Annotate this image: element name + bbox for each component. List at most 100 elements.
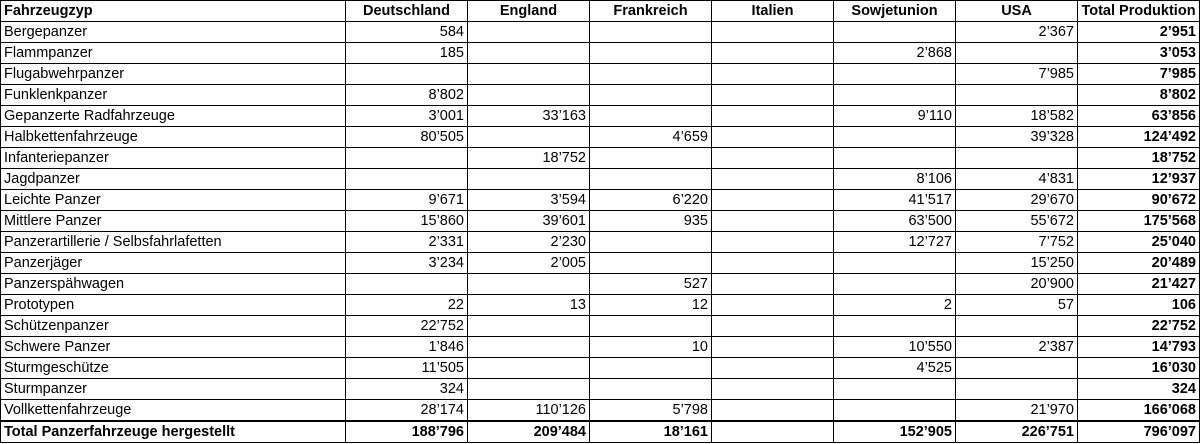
total-value-cell — [711, 420, 834, 443]
value-cell — [467, 357, 590, 379]
value-cell: 18’752 — [467, 147, 590, 169]
value-cell — [467, 336, 590, 358]
value-cell: 935 — [589, 210, 712, 232]
value-cell: 39’328 — [955, 126, 1078, 148]
value-cell — [711, 63, 834, 85]
value-cell: 18’582 — [955, 105, 1078, 127]
column-header: Total Produktion — [1077, 0, 1200, 22]
value-cell — [589, 42, 712, 64]
vehicle-type-cell: Panzerjäger — [0, 252, 346, 274]
total-value-cell: 18’161 — [589, 420, 712, 443]
value-cell — [711, 189, 834, 211]
value-cell — [711, 126, 834, 148]
vehicle-type-cell: Jagdpanzer — [0, 168, 346, 190]
value-cell: 21’970 — [955, 399, 1078, 422]
vehicle-type-cell: Panzerspähwagen — [0, 273, 346, 295]
value-cell: 5’798 — [589, 399, 712, 422]
value-cell: 39’601 — [467, 210, 590, 232]
row-total-cell: 21’427 — [1077, 273, 1200, 295]
value-cell — [345, 63, 468, 85]
value-cell — [589, 315, 712, 337]
value-cell — [955, 147, 1078, 169]
value-cell — [711, 231, 834, 253]
value-cell: 2’868 — [833, 42, 956, 64]
value-cell — [467, 315, 590, 337]
row-total-cell: 18’752 — [1077, 147, 1200, 169]
value-cell: 29’670 — [955, 189, 1078, 211]
row-total-cell: 2’951 — [1077, 21, 1200, 43]
row-total-cell: 20’489 — [1077, 252, 1200, 274]
value-cell: 41’517 — [833, 189, 956, 211]
row-total-cell: 324 — [1077, 378, 1200, 400]
value-cell — [589, 168, 712, 190]
row-total-cell: 63’856 — [1077, 105, 1200, 127]
row-total-cell: 106 — [1077, 294, 1200, 316]
value-cell: 8’106 — [833, 168, 956, 190]
value-cell — [711, 21, 834, 43]
value-cell: 527 — [589, 273, 712, 295]
column-header: England — [467, 0, 590, 22]
vehicle-type-cell: Halbkettenfahrzeuge — [0, 126, 346, 148]
total-value-cell: 152’905 — [833, 420, 956, 443]
column-header: Fahrzeugzyp — [0, 0, 346, 22]
vehicle-type-cell: Gepanzerte Radfahrzeuge — [0, 105, 346, 127]
value-cell — [589, 378, 712, 400]
table-row: Panzerspähwagen 527 20’900 21’427 — [0, 273, 1200, 295]
value-cell — [589, 21, 712, 43]
value-cell — [955, 315, 1078, 337]
value-cell — [833, 126, 956, 148]
table-row: Flammpanzer 185 2’868 3’053 — [0, 42, 1200, 64]
value-cell: 57 — [955, 294, 1078, 316]
value-cell: 22’752 — [345, 315, 468, 337]
value-cell — [711, 273, 834, 295]
value-cell — [833, 84, 956, 106]
value-cell — [467, 378, 590, 400]
value-cell: 3’234 — [345, 252, 468, 274]
table-row: Prototypen 22 13 12 2 57 106 — [0, 294, 1200, 316]
value-cell: 15’250 — [955, 252, 1078, 274]
value-cell: 63’500 — [833, 210, 956, 232]
total-row: Total Panzerfahrzeuge hergestellt 188’796… — [0, 420, 1200, 443]
table-header: Fahrzeugzyp Deutschland England Frankreich I… — [0, 0, 1200, 22]
value-cell — [589, 105, 712, 127]
column-header: Frankreich — [589, 0, 712, 22]
value-cell: 4’831 — [955, 168, 1078, 190]
value-cell: 4’659 — [589, 126, 712, 148]
vehicle-type-cell: Panzerartillerie / Selbsfahrlafetten — [0, 231, 346, 253]
total-value-cell: 796’097 — [1077, 420, 1200, 443]
value-cell: 12’727 — [833, 231, 956, 253]
value-cell: 3’594 — [467, 189, 590, 211]
value-cell — [833, 378, 956, 400]
vehicle-type-cell: Sturmpanzer — [0, 378, 346, 400]
table-footer: Total Panzerfahrzeuge hergestellt 188’796… — [0, 420, 1200, 443]
value-cell — [833, 21, 956, 43]
vehicle-type-cell: Vollkettenfahrzeuge — [0, 399, 346, 422]
total-value-cell: 209’484 — [467, 420, 590, 443]
value-cell — [955, 357, 1078, 379]
value-cell: 15’860 — [345, 210, 468, 232]
value-cell — [711, 336, 834, 358]
vehicle-type-cell: Flugabwehrpanzer — [0, 63, 346, 85]
row-total-cell: 3’053 — [1077, 42, 1200, 64]
value-cell — [467, 126, 590, 148]
value-cell — [589, 357, 712, 379]
value-cell — [589, 231, 712, 253]
total-value-cell: 226’751 — [955, 420, 1078, 443]
value-cell — [955, 378, 1078, 400]
value-cell: 13 — [467, 294, 590, 316]
value-cell — [833, 147, 956, 169]
table-row: Vollkettenfahrzeuge 28’174 110’126 5’798 21’… — [0, 399, 1200, 422]
value-cell: 2’331 — [345, 231, 468, 253]
value-cell — [467, 42, 590, 64]
column-header: USA — [955, 0, 1078, 22]
value-cell — [833, 273, 956, 295]
vehicle-type-cell: Mittlere Panzer — [0, 210, 346, 232]
column-header: Italien — [711, 0, 834, 22]
value-cell — [833, 63, 956, 85]
table-row: Flugabwehrpanzer 7’985 7’985 — [0, 63, 1200, 85]
value-cell: 10’550 — [833, 336, 956, 358]
value-cell — [955, 84, 1078, 106]
table-row: Mittlere Panzer 15’860 39’601 935 63’500 55’6… — [0, 210, 1200, 232]
vehicle-type-cell: Flammpanzer — [0, 42, 346, 64]
